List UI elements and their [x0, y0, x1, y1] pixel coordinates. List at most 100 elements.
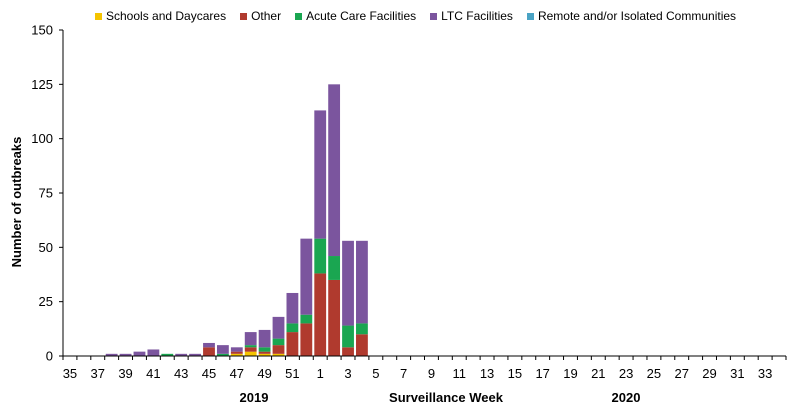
bar-acute-week-4 — [356, 323, 368, 335]
y-tick-label-0: 0 — [46, 349, 53, 364]
x-tick-label-9: 9 — [428, 366, 435, 381]
y-axis-title: Number of outbreaks — [9, 137, 24, 268]
legend-label-schools: Schools and Daycares — [106, 9, 227, 23]
bar-other-week-4 — [356, 334, 368, 356]
bar-ltc-week-39 — [119, 353, 132, 356]
bar-ltc-week-44 — [189, 353, 201, 356]
x-tick-label-17: 17 — [535, 366, 549, 381]
legend-item-ltc: LTC Facilities — [430, 9, 513, 23]
bar-schools-week-48 — [244, 351, 257, 356]
bars-layer — [105, 84, 368, 356]
bar-ltc-week-1 — [314, 110, 327, 239]
bar-ltc-week-45 — [203, 342, 215, 348]
bar-ltc-week-3 — [342, 240, 354, 326]
bar-other-week-1 — [314, 273, 327, 356]
bar-acute-week-49 — [258, 347, 271, 352]
bar-acute-week-51 — [286, 323, 299, 333]
x-tick-label-39: 39 — [118, 366, 132, 381]
bar-ltc-week-38 — [105, 353, 118, 356]
bar-other-week-45 — [203, 347, 215, 356]
bar-other-week-50 — [272, 345, 285, 354]
bar-ltc-week-52 — [300, 238, 313, 315]
legend-label-ltc: LTC Facilities — [441, 9, 513, 23]
x-tick-label-51: 51 — [285, 366, 299, 381]
x-tick-label-13: 13 — [480, 366, 494, 381]
legend-label-acute: Acute Care Facilities — [306, 9, 417, 23]
legend-item-remote: Remote and/or Isolated Communities — [526, 9, 737, 23]
bar-acute-week-52 — [300, 314, 313, 324]
bar-acute-week-1 — [314, 238, 327, 274]
x-tick-label-47: 47 — [230, 366, 244, 381]
y-tick-label-125: 125 — [31, 77, 53, 92]
x-axis-title: Surveillance Week — [389, 390, 504, 405]
x-tick-label-7: 7 — [400, 366, 407, 381]
bar-acute-week-2 — [328, 256, 341, 280]
x-tick-label-49: 49 — [257, 366, 271, 381]
y-tick-label-25: 25 — [39, 294, 53, 309]
bar-other-week-47 — [230, 351, 243, 354]
legend-item-schools: Schools and Daycares — [95, 9, 226, 23]
y-tick-label-50: 50 — [39, 240, 53, 255]
x-tick-label-11: 11 — [453, 366, 467, 381]
legend-label-remote: Remote and/or Isolated Communities — [537, 9, 737, 23]
bar-schools-week-47 — [230, 353, 243, 356]
x-tick-label-41: 41 — [146, 366, 160, 381]
legend-swatch-acute — [295, 12, 303, 20]
bar-ltc-week-2 — [328, 84, 341, 257]
x-tick-label-23: 23 — [619, 366, 633, 381]
y-tick-label-100: 100 — [31, 131, 53, 146]
bar-ltc-week-49 — [258, 329, 271, 348]
legend-swatch-schools — [95, 12, 102, 20]
x-tick-label-5: 5 — [372, 366, 379, 381]
bar-other-week-49 — [258, 351, 271, 354]
bar-schools-week-49 — [258, 353, 271, 356]
x-tick-label-25: 25 — [647, 366, 661, 381]
x-tick-label-1: 1 — [317, 366, 324, 381]
x-tick-label-3: 3 — [344, 366, 351, 381]
x-tick-label-29: 29 — [702, 366, 716, 381]
bar-acute-week-46 — [216, 353, 229, 356]
x-tick-label-21: 21 — [591, 366, 605, 381]
bar-ltc-week-50 — [272, 316, 285, 339]
bar-ltc-week-48 — [244, 332, 257, 346]
x-tick-label-15: 15 — [508, 366, 522, 381]
legend-swatch-ltc — [430, 12, 438, 20]
bar-ltc-week-51 — [286, 292, 299, 324]
legend-item-other: Other — [240, 9, 281, 23]
bar-other-week-48 — [244, 347, 257, 352]
bar-ltc-week-41 — [147, 349, 160, 356]
year-label-2019: 2019 — [240, 390, 269, 405]
bar-schools-week-50 — [272, 353, 285, 356]
bar-ltc-week-46 — [216, 345, 229, 354]
bar-other-week-3 — [342, 347, 354, 356]
bar-acute-week-3 — [342, 325, 354, 348]
bar-acute-week-42 — [161, 353, 174, 356]
legend-item-acute: Acute Care Facilities — [295, 9, 416, 23]
bar-ltc-week-4 — [356, 240, 368, 324]
bar-ltc-week-47 — [230, 347, 243, 352]
axes-layer — [59, 29, 787, 360]
x-tick-label-27: 27 — [674, 366, 688, 381]
y-tick-label-150: 150 — [31, 23, 53, 38]
x-tick-label-33: 33 — [758, 366, 772, 381]
x-tick-label-37: 37 — [91, 366, 105, 381]
bar-acute-week-48 — [244, 345, 257, 348]
legend-swatch-remote — [526, 12, 534, 20]
bar-ltc-week-40 — [133, 351, 146, 356]
x-tick-label-35: 35 — [63, 366, 77, 381]
x-tick-label-19: 19 — [563, 366, 577, 381]
y-tick-label-75: 75 — [39, 186, 53, 201]
x-tick-label-43: 43 — [174, 366, 188, 381]
chart-legend: Schools and Daycares Other Acute Care Fa… — [95, 9, 736, 23]
year-label-2020: 2020 — [612, 390, 641, 405]
bar-other-week-2 — [328, 279, 341, 356]
legend-swatch-other — [240, 12, 248, 20]
legend-label-other: Other — [251, 9, 282, 23]
bar-other-week-51 — [286, 332, 299, 356]
x-tick-label-31: 31 — [730, 366, 744, 381]
bar-acute-week-50 — [272, 338, 285, 346]
x-tick-label-45: 45 — [202, 366, 216, 381]
bar-ltc-week-43 — [175, 353, 188, 356]
